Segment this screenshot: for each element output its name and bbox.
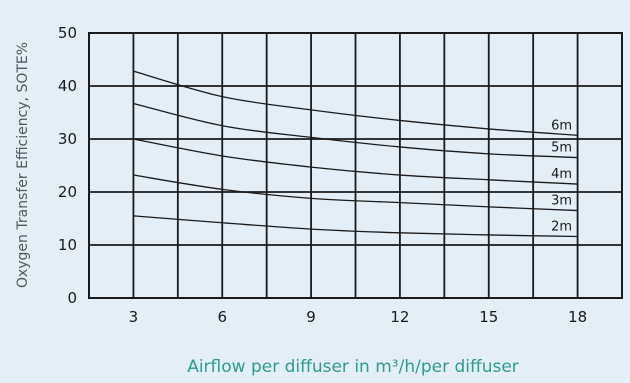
series-label-6m: 6m [551,118,572,133]
y-tick-label: 10 [58,236,77,254]
tick-labels: 0 10 20 30 40 50 3 6 9 12 15 18 [58,24,587,326]
series-label-4m: 4m [551,167,572,182]
y-tick-label: 40 [58,77,77,95]
x-tick-label: 3 [129,308,139,326]
series-label-2m: 2m [551,220,572,235]
x-tick-label: 15 [479,308,498,326]
x-tick-label: 12 [390,308,409,326]
y-tick-label: 0 [67,289,77,307]
y-tick-label: 30 [58,130,77,148]
plot-frame [88,32,623,299]
series-line-2m [133,215,578,238]
series-line-4m [133,138,578,185]
axes [88,32,623,299]
x-axis-label: Airflow per diffuser in m³/h/per diffuse… [187,357,519,377]
x-tick-label: 18 [568,308,587,326]
x-tick-label: 9 [306,308,316,326]
y-axis-label: Oxygen Transfer Efficiency, SOTE% [15,42,31,288]
series-label-3m: 3m [551,194,572,209]
series-label-5m: 5m [551,141,572,156]
y-tick-label: 50 [58,24,77,42]
series-line-6m [133,70,578,136]
series-labels: 2m 3m 4m 5m 6m [551,118,572,234]
series-lines [133,70,578,238]
series-line-5m [133,102,578,159]
series-line-3m [133,174,578,212]
y-tick-label: 20 [58,183,77,201]
x-tick-label: 6 [217,308,227,326]
grid [89,33,622,298]
